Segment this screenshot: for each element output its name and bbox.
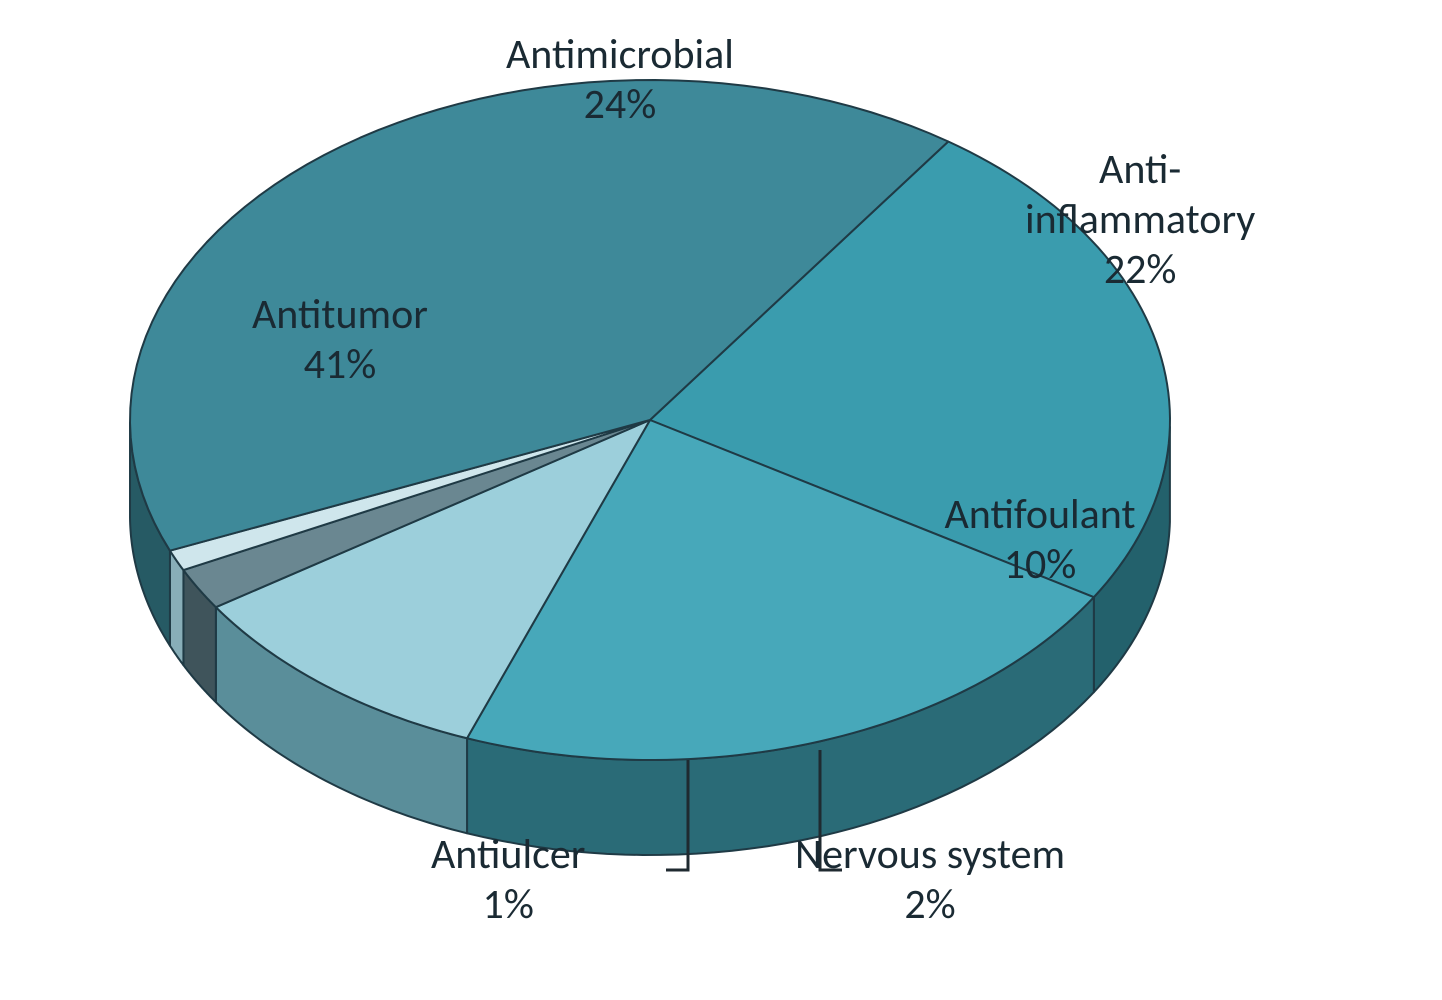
label-nervous-system: Nervous system 2% <box>795 830 1065 931</box>
label-antifoulant: Antifoulant 10% <box>945 490 1136 591</box>
label-antitumor: Antitumor 41% <box>252 290 428 391</box>
label-anti-inflammatory: Anti- inflammatory 22% <box>1025 145 1255 296</box>
pie-top <box>130 80 1170 760</box>
label-antimicrobial: Antimicrobial 24% <box>506 30 734 131</box>
pie-chart-container: Antimicrobial 24% Anti- inflammatory 22% A… <box>0 0 1442 1000</box>
label-antiulcer: Antiulcer 1% <box>431 830 585 931</box>
